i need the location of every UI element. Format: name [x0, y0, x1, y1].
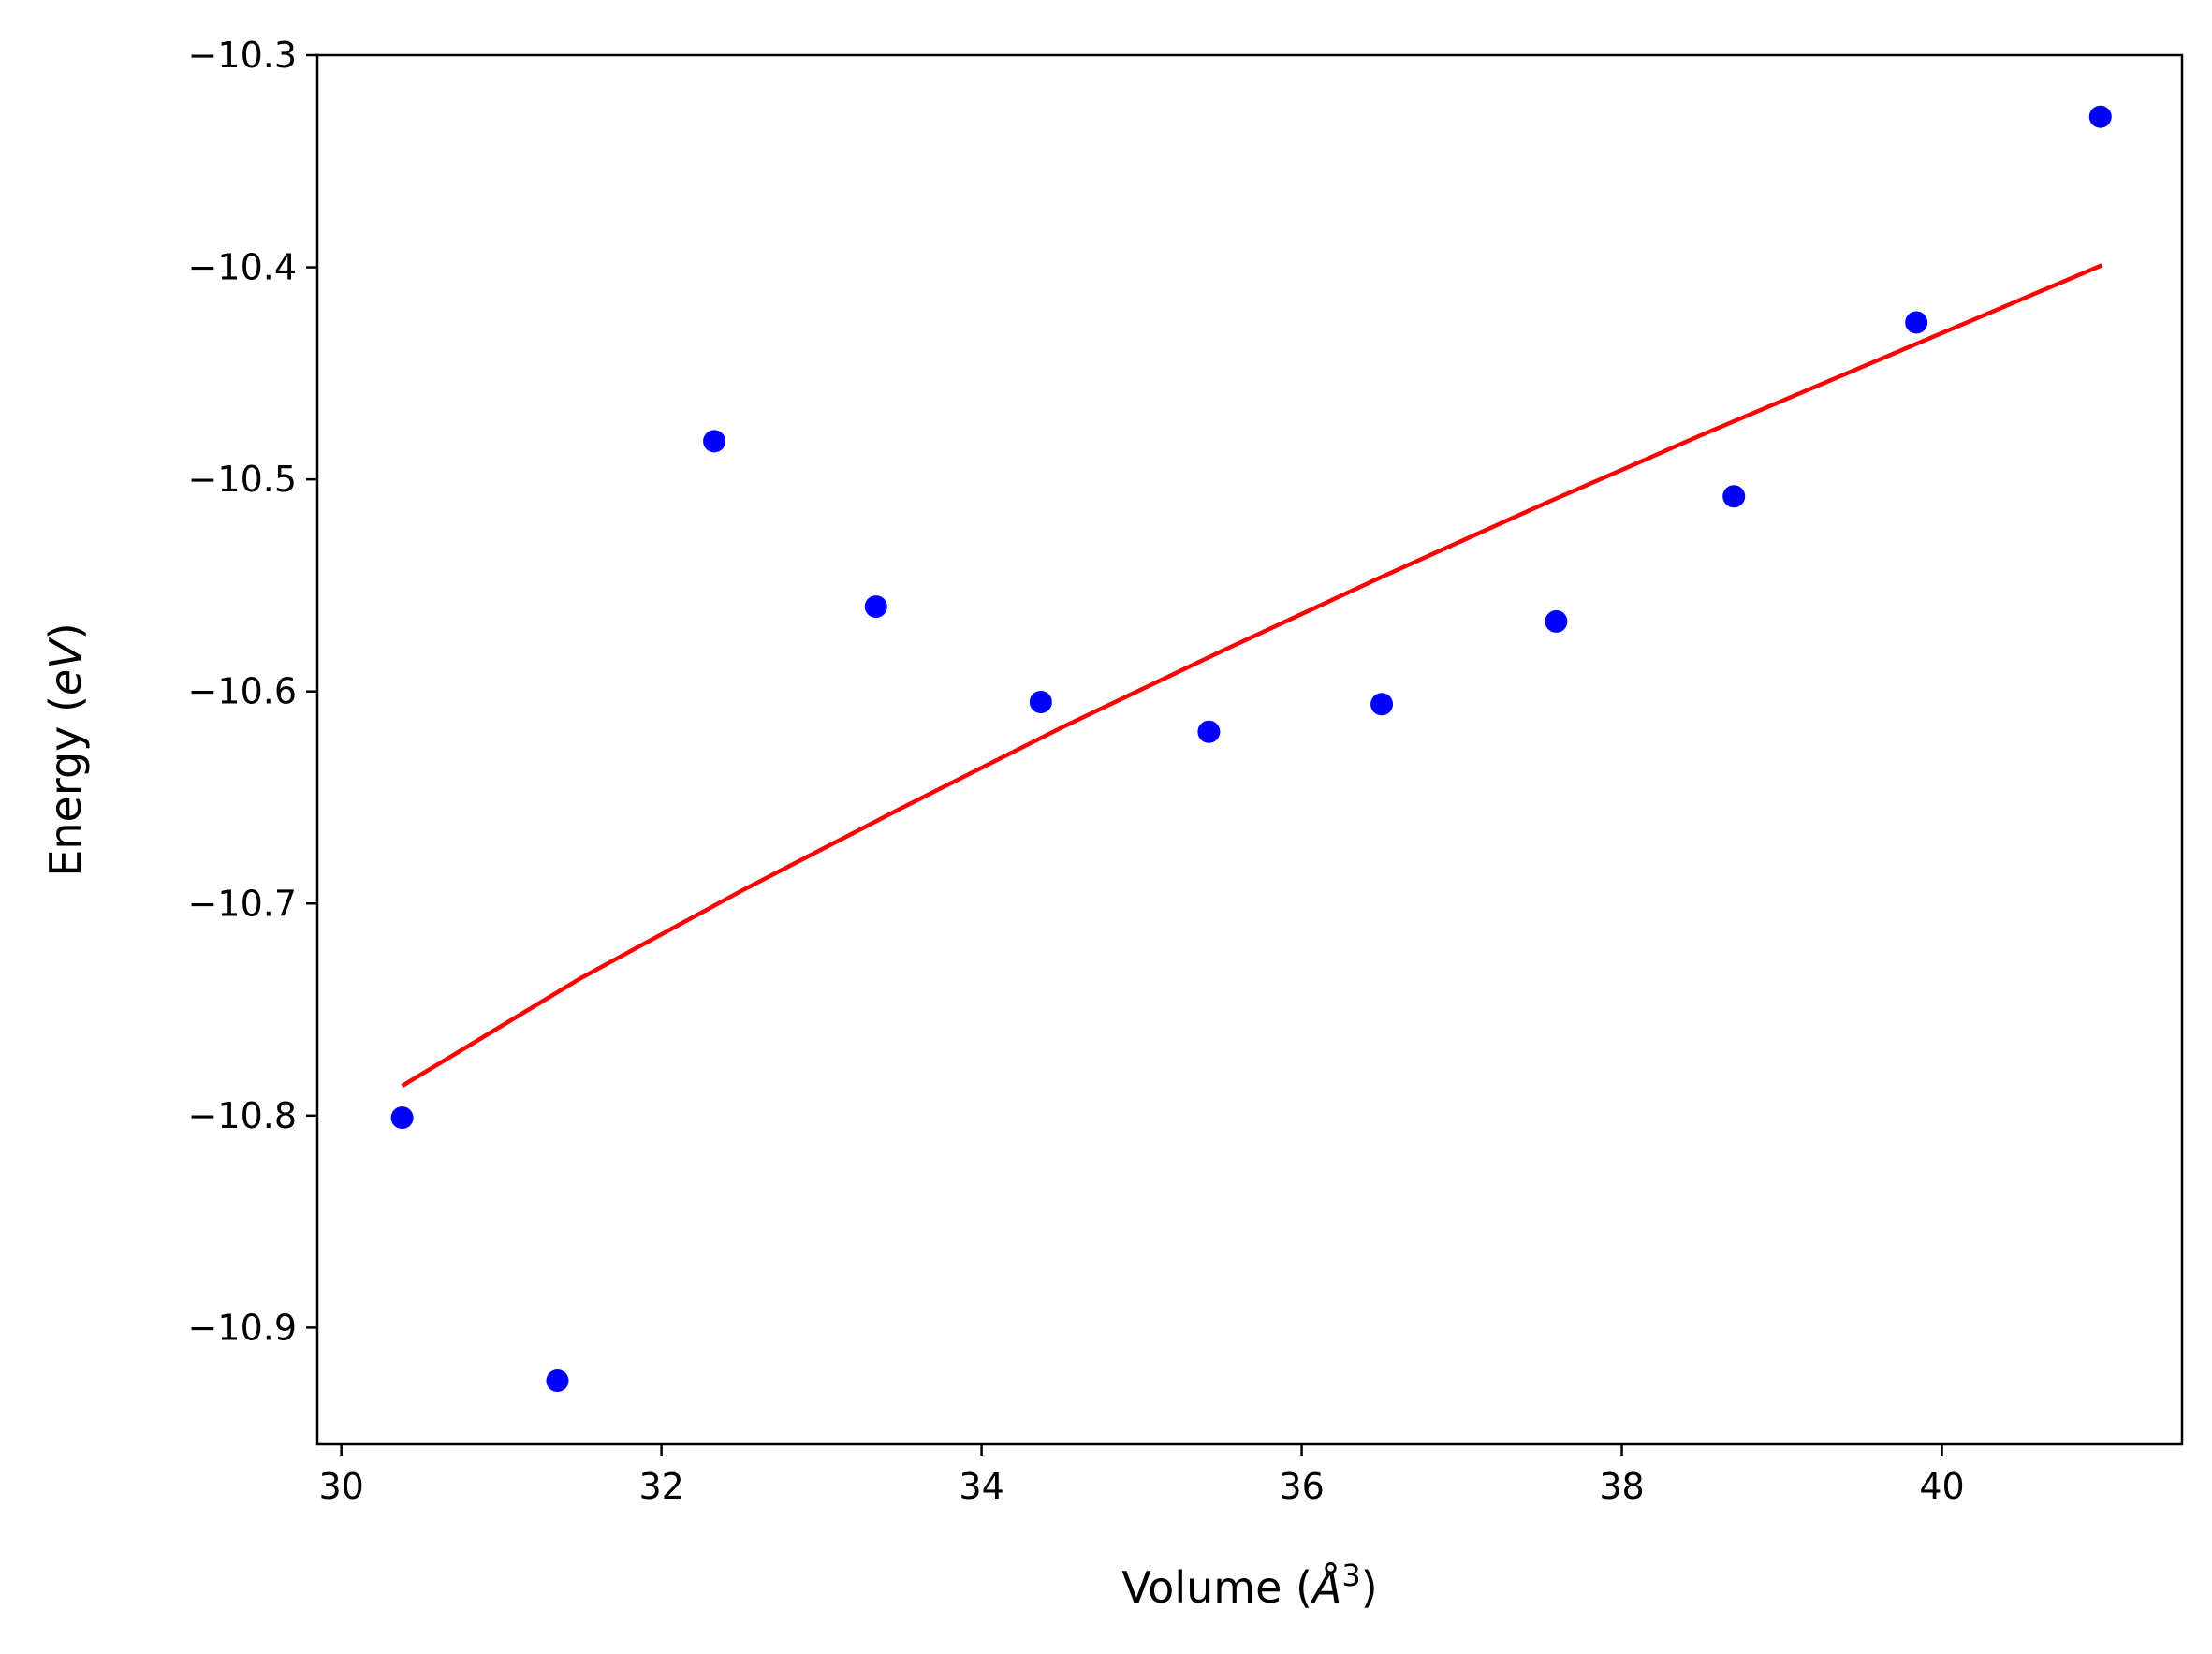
- x-axis: 30 32 34 36 38 40: [318, 1444, 1965, 1507]
- y-axis-label: Energy (eV): [40, 622, 91, 876]
- x-tick-label: 34: [959, 1466, 1003, 1507]
- x-tick-label: 38: [1599, 1466, 1644, 1507]
- data-point: [864, 595, 887, 619]
- data-point: [2088, 105, 2112, 128]
- y-tick-label: −10.4: [188, 247, 297, 288]
- y-tick-label: −10.8: [188, 1095, 297, 1136]
- y-tick-label: −10.9: [188, 1307, 297, 1348]
- x-tick-label: 36: [1279, 1466, 1324, 1507]
- data-point: [1370, 693, 1394, 716]
- y-tick-label: −10.6: [188, 671, 297, 712]
- y-tick-label: −10.7: [188, 883, 297, 924]
- fit-curve: [401, 263, 2103, 1089]
- plot-area: [390, 105, 2112, 1393]
- data-point: [703, 430, 726, 453]
- y-tick-label: −10.3: [188, 35, 297, 76]
- data-point: [1722, 485, 1746, 508]
- x-axis-label: Volume (Å3): [1121, 1558, 1377, 1613]
- data-point: [1545, 609, 1568, 633]
- y-axis: −10.3 −10.4 −10.5 −10.6 −10.7 −10.8 −10.9: [188, 35, 317, 1348]
- data-point: [546, 1369, 569, 1393]
- axes-frame: [315, 53, 2184, 1446]
- data-point: [1197, 720, 1221, 743]
- data-point: [1905, 311, 1928, 334]
- data-point: [1029, 691, 1052, 714]
- x-tick-label: 30: [318, 1466, 363, 1507]
- x-tick-label: 40: [1919, 1466, 1964, 1507]
- data-point: [390, 1106, 414, 1130]
- y-tick-label: −10.5: [188, 459, 297, 500]
- x-tick-label: 32: [638, 1466, 683, 1507]
